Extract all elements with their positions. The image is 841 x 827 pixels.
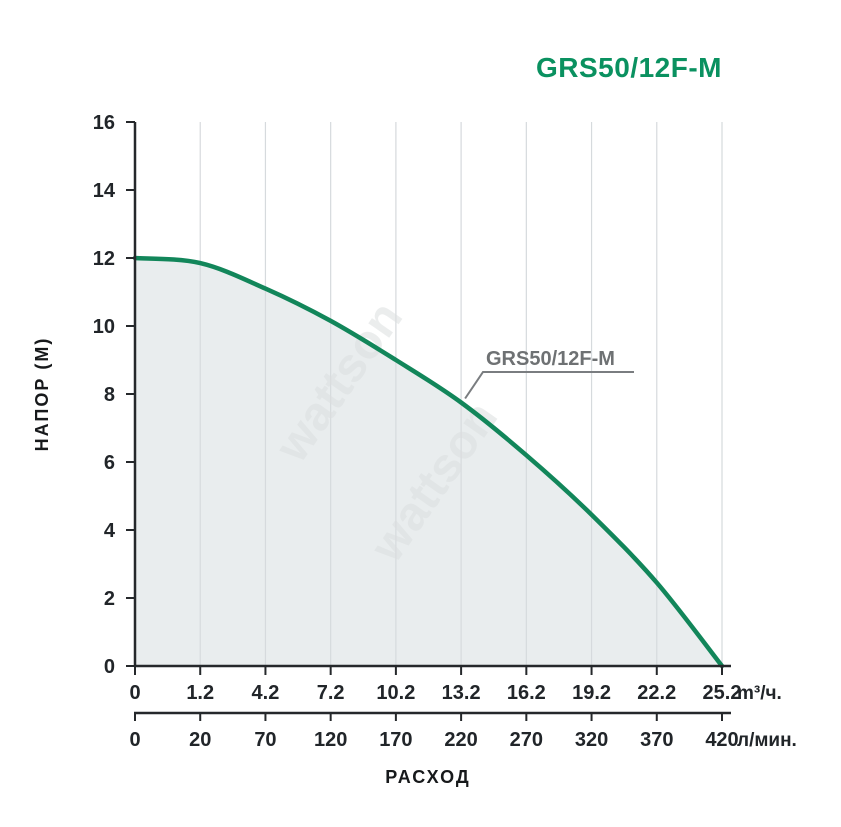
- x-tick-label-m3h: 4.2: [252, 682, 280, 704]
- x-tick-label-lmin: 420: [705, 729, 738, 751]
- y-tick-label: 6: [104, 452, 115, 474]
- x-axis-title: РАСХОД: [385, 767, 470, 787]
- x-tick-label-m3h: 0: [129, 682, 140, 704]
- x-tick-label-m3h: 25.2: [703, 682, 742, 704]
- y-tick-label: 14: [93, 180, 116, 202]
- x-tick-label-m3h: 19.2: [572, 682, 611, 704]
- x-tick-label-m3h: 13.2: [442, 682, 481, 704]
- x-axis-unit-lmin: л/мин.: [737, 730, 797, 751]
- annotation-leader-line: [464, 371, 634, 400]
- y-axis-title: НАПОР (М): [32, 337, 52, 452]
- x-tick-label-lmin: 270: [510, 729, 543, 751]
- x-tick-label-lmin: 220: [444, 729, 477, 751]
- tick-label-layer: 0246810121416001.2204.2707.212010.217013…: [93, 112, 742, 751]
- x-tick-label-lmin: 0: [129, 729, 140, 751]
- curve-layer: [132, 255, 725, 669]
- annotation-layer: GRS50/12F-M: [464, 348, 634, 400]
- x-tick-label-lmin: 370: [640, 729, 673, 751]
- curve-annotation-label: GRS50/12F-M: [486, 348, 615, 370]
- x-tick-label-m3h: 22.2: [637, 682, 676, 704]
- x-tick-label-m3h: 16.2: [507, 682, 546, 704]
- x-tick-label-m3h: 1.2: [186, 682, 214, 704]
- x-axis-unit-m3h: m³/ч.: [737, 683, 782, 704]
- x-tick-label-m3h: 7.2: [317, 682, 345, 704]
- y-tick-label: 16: [93, 112, 115, 134]
- y-tick-label: 0: [104, 656, 115, 678]
- axes-layer: [126, 121, 731, 721]
- chart-title: GRS50/12F-M: [536, 52, 722, 83]
- y-tick-label: 8: [104, 384, 115, 406]
- y-tick-label: 10: [93, 316, 115, 338]
- x-tick-label-m3h: 10.2: [376, 682, 415, 704]
- y-tick-label: 12: [93, 248, 115, 270]
- gridline-layer: [199, 122, 723, 666]
- curve-area-fill: [135, 258, 722, 666]
- x-tick-label-lmin: 20: [189, 729, 211, 751]
- x-tick-label-lmin: 70: [254, 729, 276, 751]
- static-text-layer: m³/ч. л/мин. РАСХОД НАПОР (М): [32, 337, 797, 787]
- area-fill-layer: [135, 258, 722, 666]
- x-tick-label-lmin: 320: [575, 729, 608, 751]
- y-tick-label: 2: [104, 588, 115, 610]
- x-tick-label-lmin: 120: [314, 729, 347, 751]
- x-tick-label-lmin: 170: [379, 729, 412, 751]
- pump-performance-curve: [132, 255, 725, 669]
- y-tick-label: 4: [104, 520, 116, 542]
